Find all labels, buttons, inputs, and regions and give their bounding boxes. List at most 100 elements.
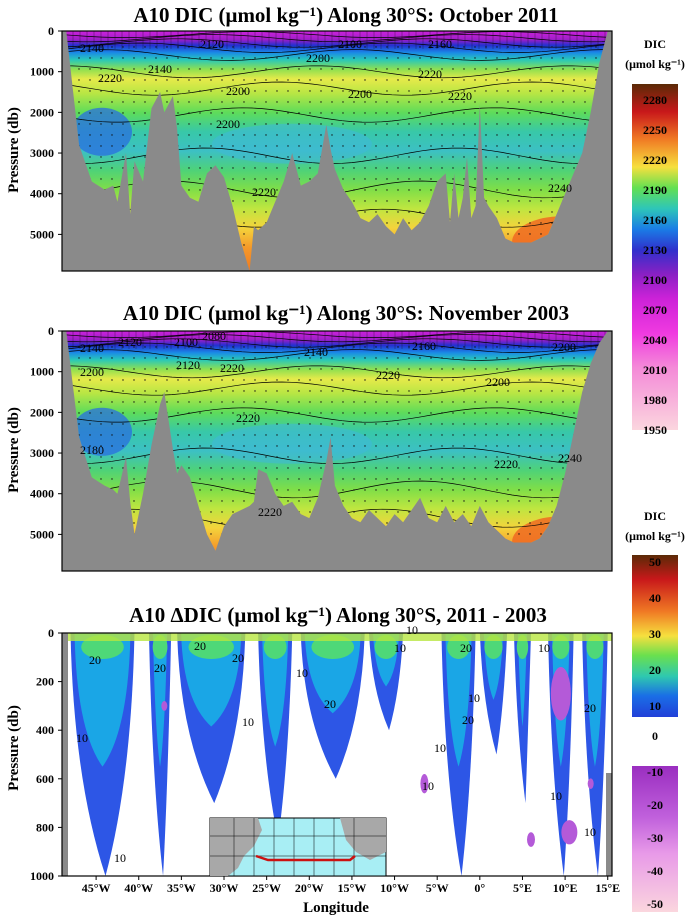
sample-point bbox=[397, 90, 399, 92]
sample-point bbox=[111, 434, 113, 436]
sample-point bbox=[419, 79, 421, 81]
sample-point bbox=[166, 368, 168, 370]
sample-point bbox=[144, 357, 146, 359]
sample-point bbox=[188, 178, 190, 180]
sample-point bbox=[529, 46, 531, 48]
sample-point bbox=[287, 123, 289, 125]
sample-point bbox=[463, 478, 465, 480]
sample-point bbox=[243, 189, 245, 191]
sample-point bbox=[353, 123, 355, 125]
sample-point bbox=[199, 101, 201, 103]
sample-point bbox=[551, 134, 553, 136]
sample-point bbox=[485, 134, 487, 136]
sample-point bbox=[507, 200, 509, 202]
sample-point bbox=[210, 46, 212, 48]
sample-point bbox=[419, 401, 421, 403]
sample-point bbox=[298, 134, 300, 136]
sample-point bbox=[243, 90, 245, 92]
sample-point bbox=[144, 478, 146, 480]
sample-point bbox=[210, 90, 212, 92]
x-tick-label: 15°E bbox=[595, 881, 620, 895]
sample-point bbox=[496, 145, 498, 147]
sample-point bbox=[573, 57, 575, 59]
sample-point bbox=[408, 434, 410, 436]
sample-point bbox=[166, 379, 168, 381]
sample-point bbox=[177, 123, 179, 125]
sample-point bbox=[474, 379, 476, 381]
contour-label: 2100 bbox=[174, 335, 198, 349]
sample-point bbox=[364, 57, 366, 59]
sample-point bbox=[551, 379, 553, 381]
sample-point bbox=[254, 401, 256, 403]
sample-point bbox=[386, 79, 388, 81]
sample-point bbox=[232, 379, 234, 381]
sample-point bbox=[386, 511, 388, 513]
panel-delta: A10 ΔDIC (μmol kg⁻¹) Along 30°S, 2011 - … bbox=[6, 603, 620, 916]
colorbar-top-tick-label: 2040 bbox=[643, 333, 667, 347]
contour-label: 10 bbox=[584, 825, 596, 839]
sample-point bbox=[408, 123, 410, 125]
contour-line bbox=[66, 381, 608, 396]
sample-point bbox=[100, 57, 102, 59]
sample-point bbox=[133, 79, 135, 81]
sample-point bbox=[221, 423, 223, 425]
sample-point bbox=[364, 412, 366, 414]
sample-point bbox=[320, 123, 322, 125]
sample-point bbox=[89, 368, 91, 370]
sample-point bbox=[485, 57, 487, 59]
sample-point bbox=[100, 167, 102, 169]
sample-point bbox=[254, 222, 256, 224]
sample-point bbox=[474, 79, 476, 81]
sample-point bbox=[452, 57, 454, 59]
sample-point bbox=[265, 211, 267, 213]
sample-point bbox=[452, 68, 454, 70]
sample-point bbox=[243, 390, 245, 392]
sample-point bbox=[397, 101, 399, 103]
sample-point bbox=[419, 456, 421, 458]
sample-point bbox=[540, 145, 542, 147]
sample-point bbox=[441, 401, 443, 403]
sample-point bbox=[529, 412, 531, 414]
sample-point bbox=[188, 101, 190, 103]
sample-point bbox=[518, 434, 520, 436]
sample-point bbox=[496, 189, 498, 191]
sample-point bbox=[408, 156, 410, 158]
sample-point bbox=[276, 46, 278, 48]
sample-point bbox=[386, 401, 388, 403]
sample-point bbox=[309, 167, 311, 169]
sample-point bbox=[441, 134, 443, 136]
contour-label: 10 bbox=[550, 789, 562, 803]
sample-point bbox=[254, 211, 256, 213]
sample-point bbox=[342, 57, 344, 59]
sample-point bbox=[243, 46, 245, 48]
sample-point bbox=[474, 478, 476, 480]
sample-point bbox=[111, 346, 113, 348]
sample-point bbox=[573, 90, 575, 92]
sample-point bbox=[243, 346, 245, 348]
contour-label: 2200 bbox=[486, 375, 510, 389]
sample-point bbox=[419, 412, 421, 414]
sample-point bbox=[320, 46, 322, 48]
sample-point bbox=[353, 489, 355, 491]
sample-point bbox=[111, 412, 113, 414]
sample-point bbox=[375, 511, 377, 513]
sample-point bbox=[397, 478, 399, 480]
sample-point bbox=[177, 90, 179, 92]
anomaly-surface-band bbox=[62, 633, 612, 641]
sample-point bbox=[518, 401, 520, 403]
sample-point bbox=[518, 156, 520, 158]
sample-point bbox=[408, 189, 410, 191]
sample-point bbox=[507, 500, 509, 502]
sample-point bbox=[111, 456, 113, 458]
sample-point bbox=[254, 412, 256, 414]
sample-point bbox=[232, 46, 234, 48]
anomaly-negative-region bbox=[420, 773, 429, 794]
sample-point bbox=[430, 167, 432, 169]
sample-point bbox=[529, 211, 531, 213]
sample-point bbox=[265, 90, 267, 92]
sample-point bbox=[199, 68, 201, 70]
sample-point bbox=[243, 489, 245, 491]
sample-point bbox=[265, 456, 267, 458]
sample-point bbox=[133, 478, 135, 480]
sample-point bbox=[430, 112, 432, 114]
